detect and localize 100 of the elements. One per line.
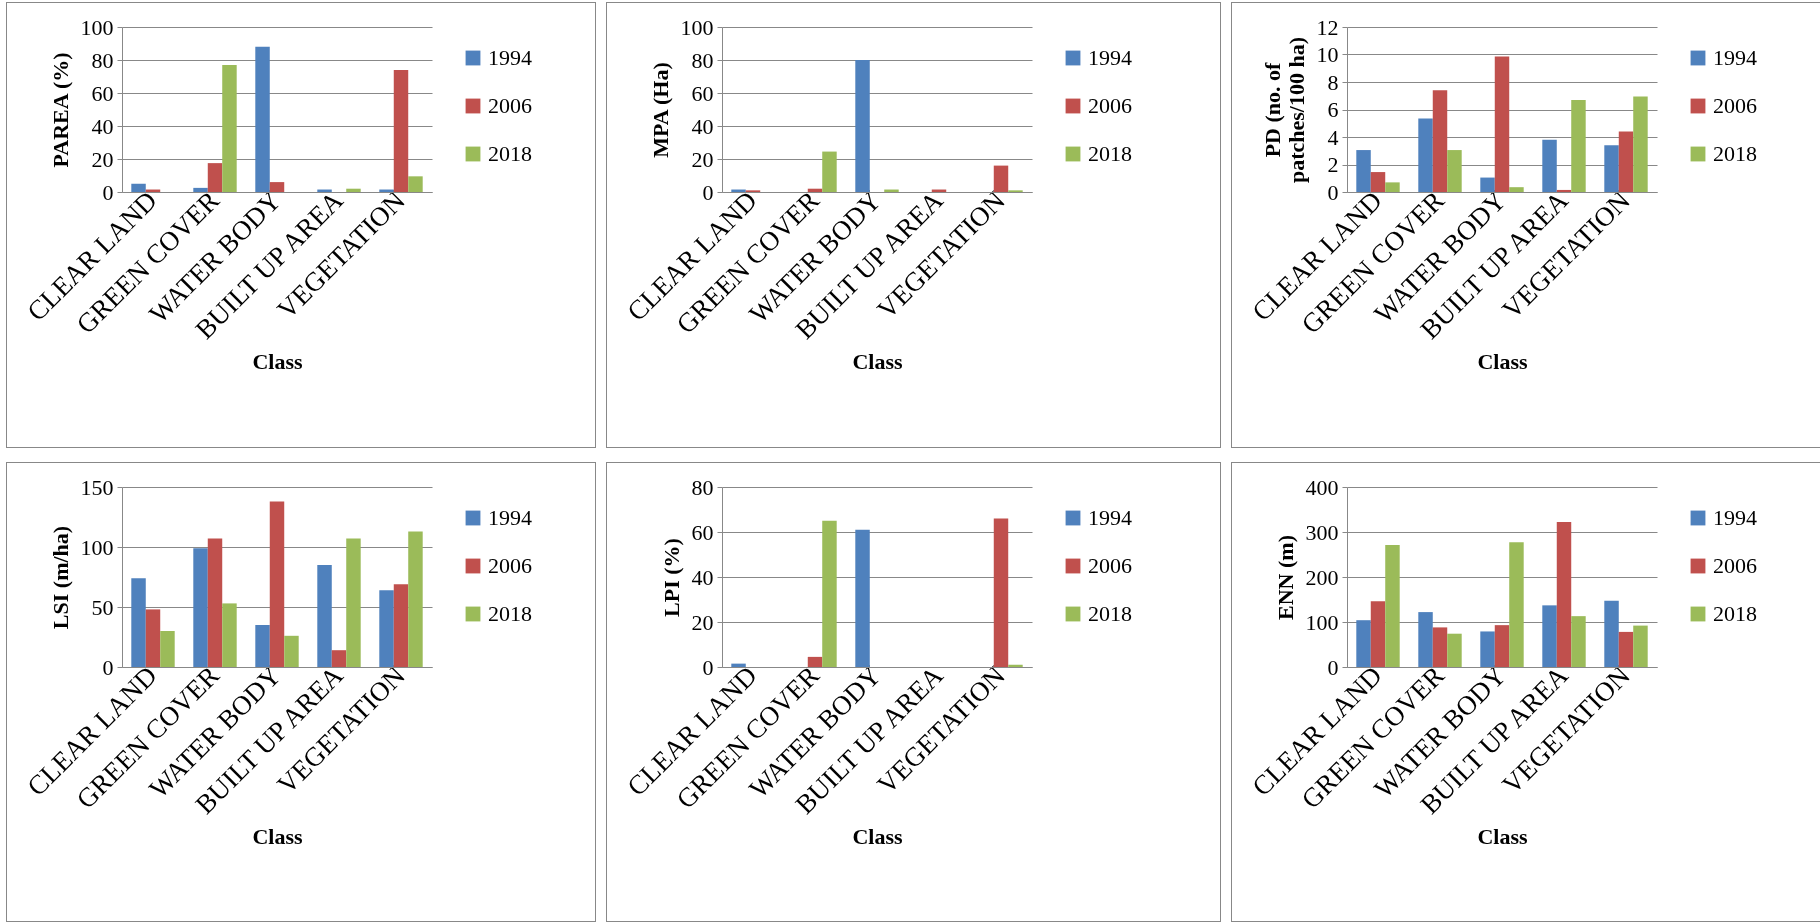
bar <box>317 565 332 667</box>
legend-label: 1994 <box>1088 45 1132 70</box>
bar <box>193 548 208 667</box>
bar <box>207 538 223 667</box>
x-axis-title: Class <box>852 349 903 375</box>
y-axis-title: ENN (m) <box>1272 535 1298 620</box>
bar <box>408 531 423 667</box>
legend-label: 2006 <box>1088 93 1132 118</box>
y-axis-title: LPI (%) <box>658 538 684 617</box>
y-tick-label: 60 <box>691 80 714 106</box>
y-tick-label: 40 <box>91 113 114 139</box>
y-axis-title: LSI (m/ha) <box>47 525 73 630</box>
legend-label: 2006 <box>1713 93 1757 118</box>
bar <box>284 635 299 667</box>
y-tick-label: 8 <box>1327 69 1339 95</box>
y-tick-label: 400 <box>1305 474 1339 500</box>
y-axis-title: PD (no. of patches/100 ha) <box>1259 36 1309 184</box>
x-axis-title: Class <box>852 824 903 850</box>
legend-label: 2018 <box>1713 601 1757 626</box>
bar <box>1542 605 1557 667</box>
bar <box>269 501 285 667</box>
bar <box>131 578 146 667</box>
legend-label: 2006 <box>1713 553 1757 578</box>
bar <box>855 60 870 192</box>
y-tick-label: 80 <box>91 47 114 73</box>
bar <box>1618 631 1634 667</box>
legend-label: 2006 <box>488 553 532 578</box>
bar <box>255 625 270 667</box>
y-tick-label: 50 <box>91 594 114 620</box>
bar <box>1509 187 1524 192</box>
bar <box>393 584 409 667</box>
bar <box>1385 182 1400 192</box>
bar <box>131 183 146 192</box>
bar <box>807 656 823 667</box>
legend-label: 1994 <box>1713 45 1757 70</box>
y-tick-label: 300 <box>1305 519 1339 545</box>
legend-label: 2006 <box>1088 553 1132 578</box>
y-tick-label: 60 <box>91 80 114 106</box>
bar <box>1432 90 1448 192</box>
bar <box>346 188 361 192</box>
bar <box>1618 131 1634 192</box>
bar <box>855 529 870 667</box>
y-tick-label: 40 <box>691 113 714 139</box>
legend-label: 1994 <box>488 45 532 70</box>
legend-label: 2018 <box>1088 141 1132 166</box>
bar <box>207 163 223 192</box>
y-tick-label: 100 <box>680 14 714 40</box>
y-tick-label: 150 <box>80 474 114 500</box>
bar <box>731 663 746 667</box>
x-axis-title: Class <box>252 824 303 850</box>
bar <box>222 603 237 667</box>
bar <box>1418 118 1433 192</box>
y-tick-label: 20 <box>91 146 114 172</box>
bar <box>1633 625 1648 667</box>
bar <box>255 46 270 192</box>
bar <box>346 538 361 667</box>
y-tick-label: 6 <box>1327 97 1339 122</box>
bar <box>993 518 1009 667</box>
bar <box>1604 600 1619 667</box>
y-tick-label: 80 <box>691 47 714 73</box>
x-axis-title: Class <box>1477 824 1528 850</box>
bar <box>379 590 394 667</box>
y-tick-label: 4 <box>1327 124 1339 150</box>
bar <box>1556 189 1572 192</box>
y-tick-label: 100 <box>1305 609 1339 635</box>
y-tick-label: 40 <box>691 564 714 590</box>
legend-label: 2018 <box>1713 141 1757 166</box>
bar <box>1494 56 1510 192</box>
bar <box>1494 625 1510 667</box>
y-tick-label: 2 <box>1327 152 1339 177</box>
bar <box>1480 177 1495 192</box>
bar <box>1571 99 1586 192</box>
bar <box>1385 545 1400 667</box>
y-tick-label: 100 <box>80 14 114 40</box>
bar <box>331 650 347 667</box>
bar <box>1604 145 1619 192</box>
bar <box>1370 172 1386 192</box>
bar <box>822 151 837 192</box>
bar <box>1480 631 1495 667</box>
bar <box>1571 616 1586 667</box>
legend-label: 1994 <box>488 505 532 530</box>
legend-label: 2018 <box>1088 601 1132 626</box>
bar <box>222 64 237 192</box>
bar <box>1633 96 1648 192</box>
bar <box>822 520 837 667</box>
bar <box>408 176 423 192</box>
bar <box>160 631 175 667</box>
y-tick-label: 10 <box>1316 42 1339 67</box>
bar <box>993 165 1009 192</box>
y-tick-label: 60 <box>691 519 714 545</box>
bar <box>1447 633 1462 667</box>
legend-label: 1994 <box>1713 505 1757 530</box>
bar <box>269 182 285 192</box>
bar <box>1556 522 1572 667</box>
legend-label: 2018 <box>488 141 532 166</box>
x-axis-title: Class <box>252 349 303 375</box>
y-axis-title: PAREA (%) <box>47 52 73 168</box>
y-tick-label: 80 <box>691 474 714 500</box>
bar <box>193 187 208 192</box>
y-tick-label: 200 <box>1305 564 1339 590</box>
